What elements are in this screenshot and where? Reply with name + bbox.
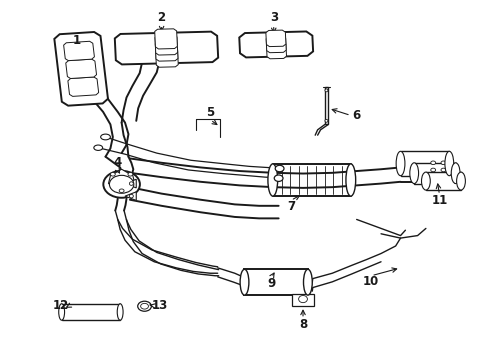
Polygon shape [115,32,218,64]
Polygon shape [155,35,177,55]
Text: 12: 12 [53,299,69,312]
Ellipse shape [101,134,110,140]
Polygon shape [265,36,285,53]
Text: 3: 3 [269,11,277,24]
Polygon shape [108,169,135,187]
Polygon shape [266,42,286,59]
Ellipse shape [275,165,284,172]
Ellipse shape [274,175,283,181]
Ellipse shape [138,301,151,311]
Text: 4: 4 [113,156,122,169]
Ellipse shape [325,120,327,122]
Polygon shape [292,294,313,306]
Ellipse shape [110,172,115,176]
Polygon shape [65,59,96,78]
Ellipse shape [129,194,133,198]
Ellipse shape [129,182,133,185]
Text: 2: 2 [157,11,165,24]
Polygon shape [244,269,307,295]
Text: 8: 8 [298,318,306,331]
Polygon shape [63,41,94,60]
Ellipse shape [94,145,102,150]
Ellipse shape [409,163,418,184]
Ellipse shape [298,296,307,303]
Text: 11: 11 [430,194,447,207]
Text: 6: 6 [351,109,359,122]
Ellipse shape [103,171,140,198]
Text: 10: 10 [363,275,379,288]
Ellipse shape [430,168,435,172]
Ellipse shape [456,172,465,190]
Ellipse shape [421,172,429,190]
Ellipse shape [440,161,445,165]
Polygon shape [325,87,328,125]
Ellipse shape [141,303,148,309]
Ellipse shape [128,172,133,176]
Polygon shape [413,163,455,184]
Ellipse shape [117,304,123,320]
Polygon shape [125,179,136,188]
Text: 13: 13 [152,299,168,312]
Polygon shape [155,41,178,61]
Polygon shape [427,157,451,176]
Ellipse shape [240,269,248,295]
Polygon shape [239,31,312,57]
Polygon shape [125,192,136,201]
Ellipse shape [440,168,445,172]
Ellipse shape [119,189,124,193]
Ellipse shape [109,175,134,193]
Ellipse shape [303,269,312,295]
Ellipse shape [430,161,435,165]
Polygon shape [155,47,178,67]
Polygon shape [61,304,120,320]
Text: 5: 5 [206,106,214,119]
Polygon shape [265,30,285,46]
Ellipse shape [450,163,459,184]
Ellipse shape [444,151,453,176]
Ellipse shape [267,164,277,196]
Ellipse shape [325,89,327,92]
Ellipse shape [345,164,355,196]
Polygon shape [400,151,448,176]
Text: 9: 9 [266,277,275,290]
Polygon shape [425,172,460,190]
Text: 7: 7 [286,200,294,213]
Polygon shape [54,32,108,106]
Ellipse shape [395,151,404,176]
Polygon shape [68,77,99,96]
Polygon shape [154,29,177,49]
Ellipse shape [59,304,64,320]
Text: 1: 1 [72,34,80,47]
